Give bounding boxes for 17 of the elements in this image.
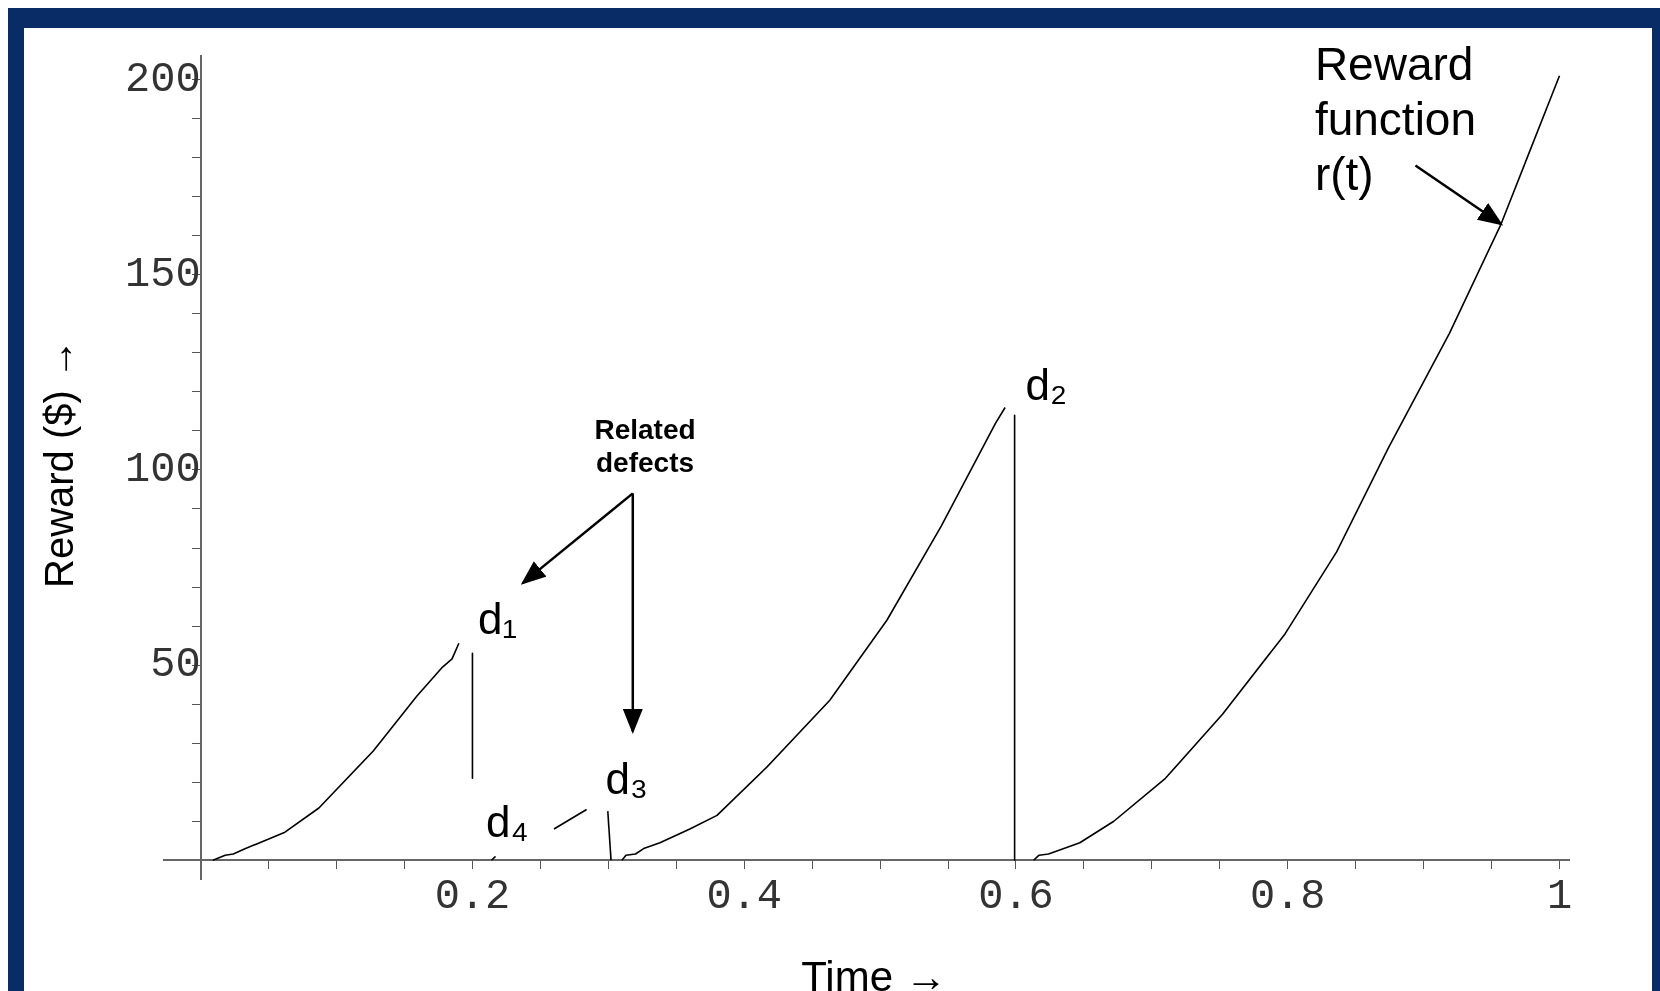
annotation: d₃: [605, 753, 648, 803]
annotation: Related defects: [594, 413, 696, 479]
x-tick-label: 0.8: [1249, 872, 1326, 921]
annotation: d₂: [1025, 359, 1068, 409]
x-tick-label: 1: [1546, 872, 1573, 921]
annotation: Reward function r(t): [1314, 37, 1477, 201]
y-tick-label: 50: [150, 641, 201, 690]
annotation: d₄: [486, 796, 529, 846]
x-axis-title: Time →: [800, 953, 948, 991]
x-tick-label: 0.6: [978, 872, 1054, 921]
y-tick-label: 200: [125, 55, 201, 104]
x-tick-label: 0.4: [706, 872, 783, 921]
x-tick-label: 0.2: [434, 872, 511, 921]
y-axis-title: Reward ($) →: [36, 338, 82, 588]
annotation: d₁: [477, 593, 518, 643]
y-tick-label: 150: [125, 250, 201, 299]
y-tick-label: 100: [125, 446, 201, 495]
